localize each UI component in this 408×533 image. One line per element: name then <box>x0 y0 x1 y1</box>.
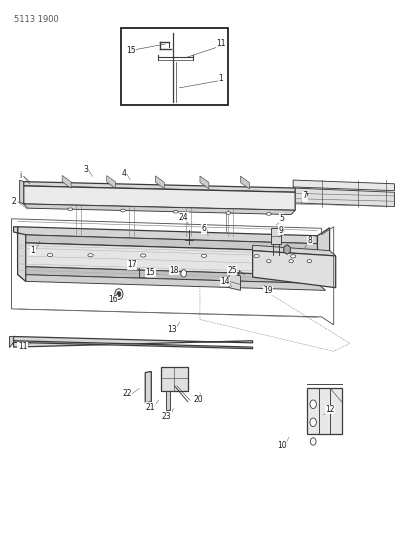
Text: 15: 15 <box>126 46 136 55</box>
Polygon shape <box>293 180 395 191</box>
Text: 19: 19 <box>263 286 273 295</box>
Ellipse shape <box>289 260 293 263</box>
Polygon shape <box>18 243 317 276</box>
Polygon shape <box>24 204 295 215</box>
Polygon shape <box>200 251 350 351</box>
Polygon shape <box>145 372 151 403</box>
Polygon shape <box>24 186 295 211</box>
Text: 6: 6 <box>202 224 206 233</box>
Text: 11: 11 <box>18 342 27 351</box>
Text: 15: 15 <box>146 268 155 277</box>
Circle shape <box>115 289 123 300</box>
Text: 7: 7 <box>303 193 308 202</box>
Polygon shape <box>253 245 336 256</box>
Ellipse shape <box>47 253 53 256</box>
Ellipse shape <box>120 209 125 212</box>
Polygon shape <box>18 227 317 244</box>
Polygon shape <box>62 175 71 188</box>
Text: 21: 21 <box>146 402 155 411</box>
Polygon shape <box>253 251 336 288</box>
Ellipse shape <box>202 254 206 257</box>
Text: 1: 1 <box>31 246 35 255</box>
Ellipse shape <box>226 212 231 214</box>
Polygon shape <box>20 180 24 204</box>
Text: 12: 12 <box>326 405 335 414</box>
Polygon shape <box>18 274 326 290</box>
Polygon shape <box>307 389 342 433</box>
Text: 10: 10 <box>277 441 286 450</box>
Polygon shape <box>13 336 253 347</box>
Polygon shape <box>18 235 317 252</box>
Circle shape <box>310 438 316 445</box>
Polygon shape <box>24 182 295 192</box>
Text: 14: 14 <box>220 277 230 286</box>
Polygon shape <box>155 176 164 189</box>
Text: 11: 11 <box>216 39 226 48</box>
Polygon shape <box>13 341 253 349</box>
Bar <box>121 28 228 105</box>
Text: i: i <box>20 171 22 180</box>
Polygon shape <box>293 188 395 207</box>
Text: 13: 13 <box>167 325 176 334</box>
Polygon shape <box>162 367 188 391</box>
Circle shape <box>310 400 317 408</box>
Polygon shape <box>240 176 249 189</box>
Polygon shape <box>166 391 171 410</box>
Text: 5: 5 <box>279 214 284 223</box>
Polygon shape <box>107 176 115 188</box>
Ellipse shape <box>88 254 93 257</box>
Text: 24: 24 <box>179 213 188 222</box>
Polygon shape <box>200 176 209 189</box>
Text: 25: 25 <box>228 266 237 274</box>
Ellipse shape <box>290 255 296 258</box>
Circle shape <box>181 270 186 277</box>
Text: 8: 8 <box>308 236 313 245</box>
Ellipse shape <box>266 260 271 263</box>
Text: 18: 18 <box>169 266 178 274</box>
Circle shape <box>310 418 317 426</box>
Polygon shape <box>317 228 330 276</box>
Polygon shape <box>229 273 240 290</box>
Text: 22: 22 <box>122 389 132 398</box>
Text: 9: 9 <box>279 226 284 235</box>
Text: 4: 4 <box>122 168 126 177</box>
Text: 20: 20 <box>194 394 204 403</box>
Ellipse shape <box>68 208 73 211</box>
Text: 16: 16 <box>109 295 118 304</box>
Ellipse shape <box>307 260 312 263</box>
Circle shape <box>117 292 121 297</box>
Text: 1: 1 <box>219 74 224 83</box>
Polygon shape <box>18 266 317 284</box>
Ellipse shape <box>254 255 259 257</box>
Text: 5113 1900: 5113 1900 <box>13 14 58 23</box>
Ellipse shape <box>173 211 178 213</box>
Polygon shape <box>9 336 13 348</box>
Text: 3: 3 <box>83 165 88 174</box>
Polygon shape <box>317 273 330 284</box>
Ellipse shape <box>266 213 271 215</box>
Text: 23: 23 <box>162 411 171 421</box>
Text: 17: 17 <box>127 261 137 269</box>
Circle shape <box>284 245 290 254</box>
Text: 2: 2 <box>12 197 17 206</box>
Polygon shape <box>271 228 281 244</box>
Polygon shape <box>13 227 26 281</box>
Text: 7: 7 <box>302 191 307 200</box>
Ellipse shape <box>141 254 146 257</box>
